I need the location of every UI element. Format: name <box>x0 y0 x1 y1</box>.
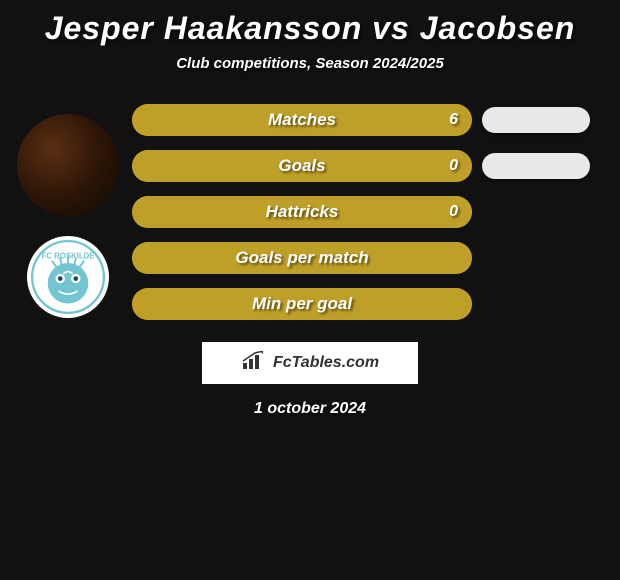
stat-bar: Goals0 <box>132 150 472 182</box>
player-photo <box>17 114 119 216</box>
stat-label: Goals <box>132 156 472 176</box>
club-badge: FC ROSKILDE <box>27 236 109 318</box>
date-text: 1 october 2024 <box>0 400 620 418</box>
main-area: FC ROSKILDE Matches6Goals0Hattricks0Goal… <box>0 104 620 320</box>
player-column: FC ROSKILDE <box>8 104 128 318</box>
comparison-card: Jesper Haakansson vs Jacobsen Club compe… <box>0 0 620 428</box>
stat-row: Goals per match <box>132 242 608 274</box>
stat-row: Min per goal <box>132 288 608 320</box>
stat-label: Min per goal <box>132 294 472 314</box>
stat-row: Matches6 <box>132 104 608 136</box>
stat-value: 6 <box>449 111 458 129</box>
page-title: Jesper Haakansson vs Jacobsen <box>0 10 620 47</box>
stat-value: 0 <box>449 203 458 221</box>
stats-column: Matches6Goals0Hattricks0Goals per matchM… <box>128 104 612 320</box>
stat-label: Hattricks <box>132 202 472 222</box>
stat-value: 0 <box>449 157 458 175</box>
stat-label: Matches <box>132 110 472 130</box>
stat-bar: Min per goal <box>132 288 472 320</box>
stat-row: Goals0 <box>132 150 608 182</box>
attribution-text: FcTables.com <box>273 354 379 372</box>
subtitle: Club competitions, Season 2024/2025 <box>0 55 620 72</box>
stat-bar: Goals per match <box>132 242 472 274</box>
comparison-pill <box>482 153 590 179</box>
stat-bar: Hattricks0 <box>132 196 472 228</box>
stat-label: Goals per match <box>132 248 472 268</box>
stat-bar: Matches6 <box>132 104 472 136</box>
chart-icon <box>241 351 267 376</box>
stat-row: Hattricks0 <box>132 196 608 228</box>
attribution-badge: FcTables.com <box>202 342 418 384</box>
comparison-pill <box>482 107 590 133</box>
